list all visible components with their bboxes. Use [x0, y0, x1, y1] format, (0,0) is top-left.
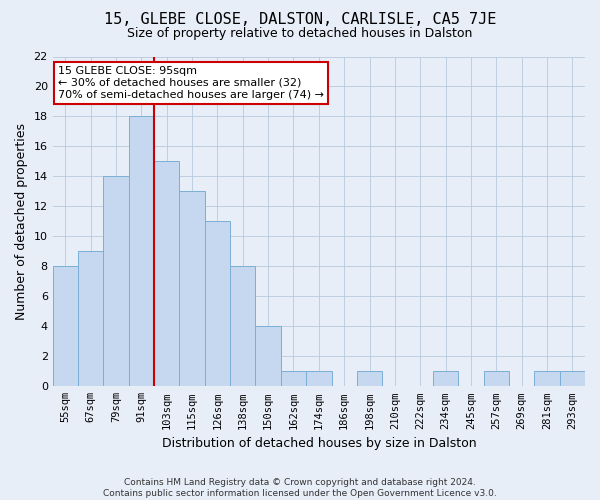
Text: Contains HM Land Registry data © Crown copyright and database right 2024.
Contai: Contains HM Land Registry data © Crown c… — [103, 478, 497, 498]
Bar — [281, 372, 306, 386]
Bar — [433, 372, 458, 386]
Text: 15 GLEBE CLOSE: 95sqm
← 30% of detached houses are smaller (32)
70% of semi-deta: 15 GLEBE CLOSE: 95sqm ← 30% of detached … — [58, 66, 324, 100]
Bar — [535, 372, 560, 386]
Bar — [179, 192, 205, 386]
Text: 15, GLEBE CLOSE, DALSTON, CARLISLE, CA5 7JE: 15, GLEBE CLOSE, DALSTON, CARLISLE, CA5 … — [104, 12, 496, 28]
Bar — [103, 176, 129, 386]
Bar — [256, 326, 281, 386]
Bar — [357, 372, 382, 386]
Y-axis label: Number of detached properties: Number of detached properties — [15, 123, 28, 320]
Bar — [53, 266, 78, 386]
Bar — [205, 222, 230, 386]
Bar — [230, 266, 256, 386]
Bar — [78, 252, 103, 386]
Bar — [306, 372, 332, 386]
Bar — [484, 372, 509, 386]
Bar — [154, 162, 179, 386]
X-axis label: Distribution of detached houses by size in Dalston: Distribution of detached houses by size … — [161, 437, 476, 450]
Bar — [129, 116, 154, 386]
Bar — [560, 372, 585, 386]
Text: Size of property relative to detached houses in Dalston: Size of property relative to detached ho… — [127, 28, 473, 40]
